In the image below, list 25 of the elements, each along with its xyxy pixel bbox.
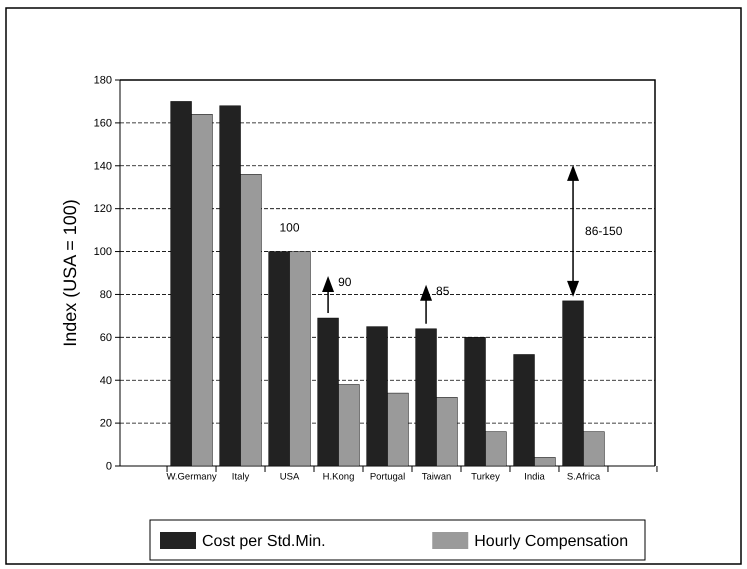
x-tick-label: Taiwan	[422, 471, 452, 482]
x-tick-label: H.Kong	[322, 471, 354, 482]
x-tick-label: Italy	[232, 471, 250, 482]
y-tick-label: 80	[100, 288, 112, 301]
annotation: 100	[280, 220, 300, 235]
x-tick-label: W.Germany	[166, 471, 217, 482]
x-tick-label: India	[524, 471, 546, 482]
y-tick-label: 40	[100, 374, 112, 387]
annotation: 86-150	[585, 224, 623, 238]
y-tick-label: 160	[94, 117, 112, 130]
y-tick-label: 20	[100, 418, 112, 430]
y-tick-label: 180	[94, 74, 112, 87]
annotation: 90	[338, 275, 352, 290]
x-tick-label: Portugal	[370, 471, 406, 482]
y-tick-label: 140	[94, 160, 112, 172]
legend-label: Cost per Std.Min.	[202, 533, 326, 550]
y-tick-label: 0	[106, 460, 112, 473]
x-tick-label: USA	[280, 471, 300, 482]
y-tick-label: 120	[94, 203, 112, 216]
x-tick-label: Turkey	[471, 471, 500, 482]
x-tick-label: S.Africa	[566, 471, 601, 482]
legend-label: Hourly Compensation	[474, 533, 628, 550]
y-tick-label: 60	[100, 332, 112, 344]
y-axis-title: Index (USA = 100)	[60, 199, 80, 347]
y-tick-label: 100	[94, 246, 112, 258]
